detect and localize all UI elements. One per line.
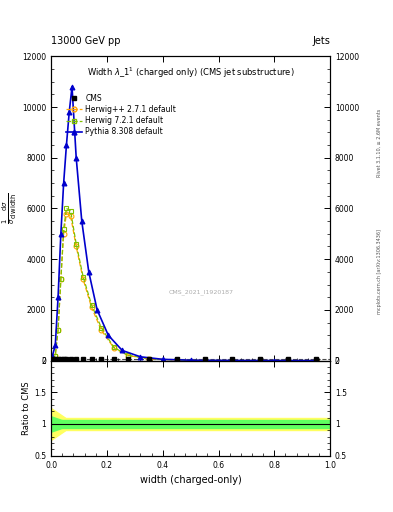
Legend: CMS, Herwig++ 2.7.1 default, Herwig 7.2.1 default, Pythia 8.308 default: CMS, Herwig++ 2.7.1 default, Herwig 7.2.… — [63, 91, 179, 140]
Y-axis label: Ratio to CMS: Ratio to CMS — [22, 381, 31, 435]
Text: Width $\lambda\_1^1$ (charged only) (CMS jet substructure): Width $\lambda\_1^1$ (charged only) (CMS… — [87, 66, 294, 80]
Text: Jets: Jets — [312, 35, 330, 46]
Y-axis label: $\frac{1}{\sigma}\frac{\mathrm{d}\sigma}{\mathrm{d}\,\mathrm{width}}$: $\frac{1}{\sigma}\frac{\mathrm{d}\sigma}… — [1, 193, 19, 224]
Text: mcplots.cern.ch [arXiv:1306.3436]: mcplots.cern.ch [arXiv:1306.3436] — [377, 229, 382, 314]
Text: Rivet 3.1.10, ≥ 2.6M events: Rivet 3.1.10, ≥ 2.6M events — [377, 109, 382, 178]
Text: CMS_2021_I1920187: CMS_2021_I1920187 — [168, 290, 233, 295]
Text: 13000 GeV pp: 13000 GeV pp — [51, 35, 121, 46]
X-axis label: width (charged-only): width (charged-only) — [140, 475, 241, 485]
